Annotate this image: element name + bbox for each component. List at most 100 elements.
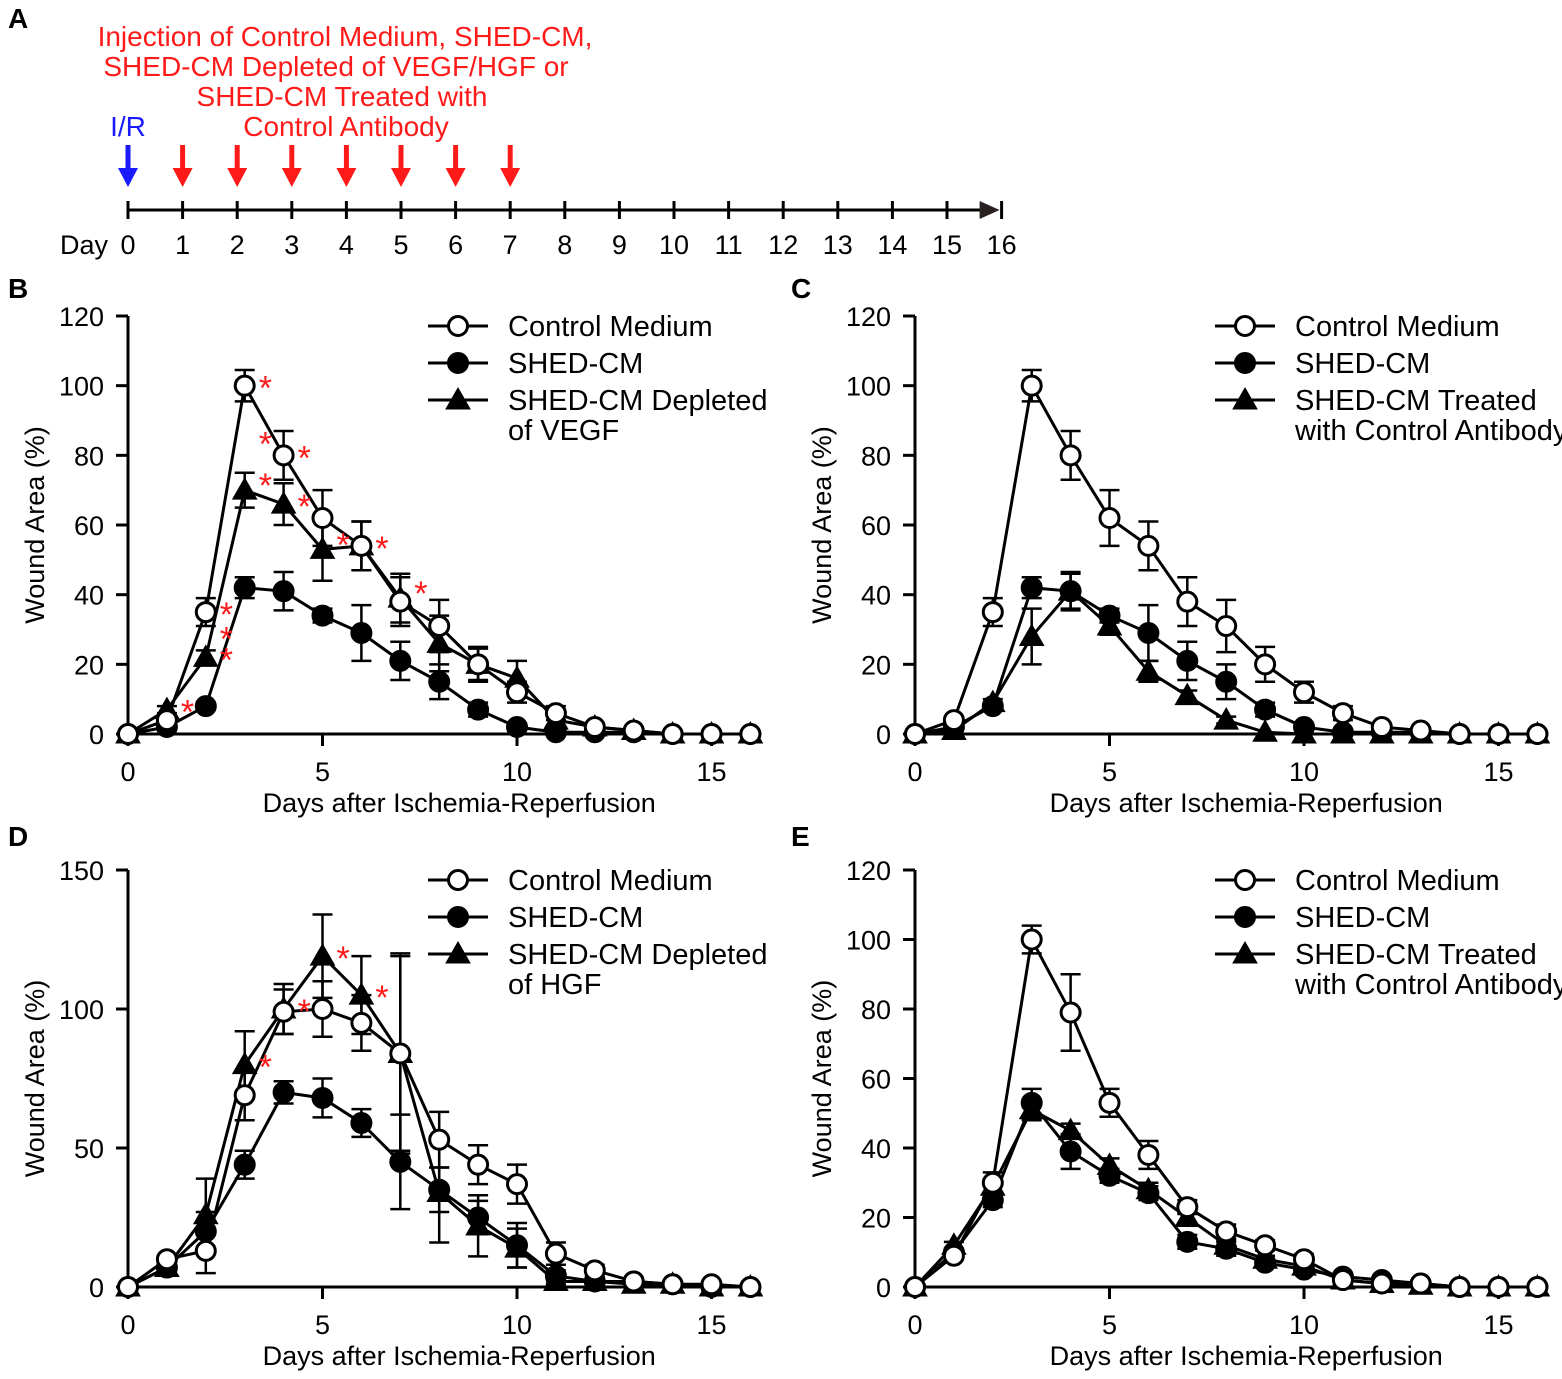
y-tick-label-e-40: 40	[861, 1134, 891, 1164]
point-d-control-medium-day-4	[272, 1000, 295, 1023]
y-tick-label-d-150: 150	[59, 856, 104, 886]
point-b-control-medium-day-13	[622, 719, 645, 742]
point-e-shed-cm-day-5	[1098, 1164, 1121, 1187]
point-d-shed-cm-day-10	[506, 1234, 528, 1257]
injection-header-line-3: SHED-CM Treated with	[197, 81, 488, 112]
point-d-control-medium-day-11	[544, 1242, 567, 1265]
panel-letter-c: C	[791, 273, 811, 304]
x-axis-title-d: Days after Ischemia-Reperfusion	[263, 1341, 656, 1371]
y-tick-label-e-100: 100	[846, 926, 891, 956]
point-c-control-medium-day-4	[1059, 444, 1082, 467]
y-tick-label-b-120: 120	[59, 302, 104, 332]
y-tick-label-c-60: 60	[861, 511, 891, 541]
legend-label-c-control-medium: Control Medium	[1295, 311, 1500, 343]
point-c-control-medium-day-0	[904, 723, 926, 745]
legend-label-c-shed-cm-treated-with-control-antibody-line-2: with Control Antibody	[1294, 415, 1562, 447]
chart-panel-b: B 0 20 40 60 80 100 120 0 5 10 15 Days after Ischemi…	[8, 273, 767, 818]
point-b-shed-cm-day-11	[544, 721, 567, 744]
x-tick-label-e-10: 10	[1289, 1310, 1319, 1340]
point-e-control-medium-day-5	[1098, 1091, 1121, 1114]
significance-mark-b-4: *	[259, 370, 272, 408]
point-d-control-medium-day-1	[155, 1248, 178, 1271]
legend-d: Control Medium SHED-CM SHED-CM Depletedof …	[428, 865, 767, 1001]
point-c-control-medium-day-14	[1448, 723, 1471, 745]
legend-marker-d-shed-cm	[447, 906, 469, 928]
point-c-control-medium-day-2	[981, 601, 1004, 624]
x-tick-label-d-5: 5	[315, 1310, 330, 1340]
point-c-shed-cm-treated-with-control-antibody-day-7	[1174, 682, 1201, 706]
y-tick-label-b-20: 20	[74, 650, 104, 680]
point-d-control-medium-day-16	[739, 1276, 762, 1298]
injection-header-line-4: Control Antibody	[243, 111, 448, 142]
point-d-shed-cm-day-3	[233, 1153, 256, 1176]
point-c-shed-cm-day-10	[1293, 716, 1315, 739]
legend-label-b-shed-cm: SHED-CM	[508, 348, 643, 380]
point-d-control-medium-day-5	[311, 998, 334, 1020]
y-tick-label-c-20: 20	[861, 650, 891, 680]
series-c-control-medium	[904, 368, 1549, 745]
point-e-control-medium-day-0	[904, 1276, 926, 1298]
series-line-e-shed-cm-treated-with-control-antibody	[913, 1107, 1538, 1289]
point-b-control-medium-day-3	[233, 374, 256, 397]
point-e-shed-cm-day-6	[1137, 1182, 1160, 1205]
x-tick-label-b-10: 10	[502, 757, 532, 787]
timeline-day-label-5: 5	[393, 230, 408, 260]
significance-mark-d-0: *	[259, 1049, 272, 1087]
point-c-shed-cm-day-11	[1331, 721, 1354, 744]
x-tick-label-d-15: 15	[696, 1310, 726, 1340]
y-tick-label-b-0: 0	[89, 720, 104, 750]
x-tick-label-e-5: 5	[1102, 1310, 1117, 1340]
point-d-shed-cm-day-4	[272, 1081, 295, 1104]
timeline-day-label-12: 12	[768, 230, 798, 260]
point-b-control-medium-day-1	[155, 709, 178, 732]
point-b-control-medium-day-16	[739, 723, 762, 745]
timeline-day-label-10: 10	[659, 230, 689, 260]
legend-label-b-control-medium: Control Medium	[508, 311, 713, 343]
y-tick-label-d-100: 100	[59, 995, 104, 1025]
point-d-shed-cm-day-7	[389, 1150, 412, 1173]
legend-marker-b-shed-cm-depleted-of-vegf	[445, 386, 471, 410]
chart-panel-d: D 0 50 100 150 0 5 10 15 Days after Ischemia-Repe…	[8, 821, 767, 1371]
point-e-control-medium-day-14	[1448, 1276, 1471, 1298]
x-tick-label-d-0: 0	[120, 1310, 135, 1340]
y-tick-label-b-60: 60	[74, 511, 104, 541]
legend-label-e-shed-cm-treated-with-control-antibody-line-2: with Control Antibody	[1294, 969, 1562, 1001]
timeline-day-label-8: 8	[557, 230, 572, 260]
significance-mark-d-1: *	[298, 993, 311, 1031]
x-tick-label-b-5: 5	[315, 757, 330, 787]
point-c-control-medium-day-7	[1176, 590, 1199, 613]
legend-label-d-shed-cm-depleted-of-hgf-line-2: of HGF	[508, 969, 601, 1001]
significance-mark-b-7: *	[298, 439, 311, 477]
point-b-shed-cm-day-4	[272, 580, 295, 603]
x-tick-label-c-5: 5	[1102, 757, 1117, 787]
y-axis-title-c: Wound Area (%)	[807, 426, 837, 624]
y-tick-label-c-80: 80	[861, 441, 891, 471]
point-c-shed-cm-treated-with-control-antibody-day-3	[1018, 623, 1045, 646]
point-b-shed-cm-day-7	[389, 649, 412, 672]
point-e-shed-cm-day-3	[1020, 1091, 1043, 1114]
x-tick-label-c-15: 15	[1483, 757, 1513, 787]
y-tick-label-e-20: 20	[861, 1204, 891, 1234]
y-axis-title-d: Wound Area (%)	[20, 980, 50, 1178]
point-c-shed-cm-day-5	[1098, 604, 1121, 627]
point-e-control-medium-day-3	[1020, 928, 1043, 951]
significance-mark-b-9: *	[337, 526, 350, 564]
point-d-control-medium-day-2	[194, 1239, 217, 1262]
timeline-day-label-7: 7	[503, 230, 518, 260]
legend-label-d-shed-cm: SHED-CM	[508, 902, 643, 934]
timeline-day-label-2: 2	[230, 230, 245, 260]
point-d-control-medium-day-8	[428, 1128, 451, 1151]
significance-mark-b-11: *	[414, 575, 427, 613]
legend-marker-c-control-medium	[1234, 315, 1256, 337]
legend-e: Control Medium SHED-CM SHED-CM Treatedwith…	[1215, 865, 1562, 1001]
injection-arrow-day-7-head	[500, 168, 521, 187]
point-b-control-medium-day-12	[583, 716, 606, 739]
legend-label-e-shed-cm-treated-with-control-antibody-line-1: SHED-CM Treated	[1295, 939, 1537, 971]
point-b-control-medium-day-2	[194, 601, 217, 624]
y-axis-title-b: Wound Area (%)	[20, 426, 50, 624]
point-e-control-medium-day-15	[1487, 1276, 1510, 1298]
chart-panel-e: E 0 20 40 60 80 100 120 0 5 10 15 Days after Ischemi…	[791, 821, 1562, 1371]
injection-header-line-1: Injection of Control Medium, SHED-CM,	[98, 21, 593, 52]
point-e-shed-cm-day-7	[1176, 1230, 1199, 1253]
point-d-control-medium-day-10	[506, 1173, 528, 1196]
